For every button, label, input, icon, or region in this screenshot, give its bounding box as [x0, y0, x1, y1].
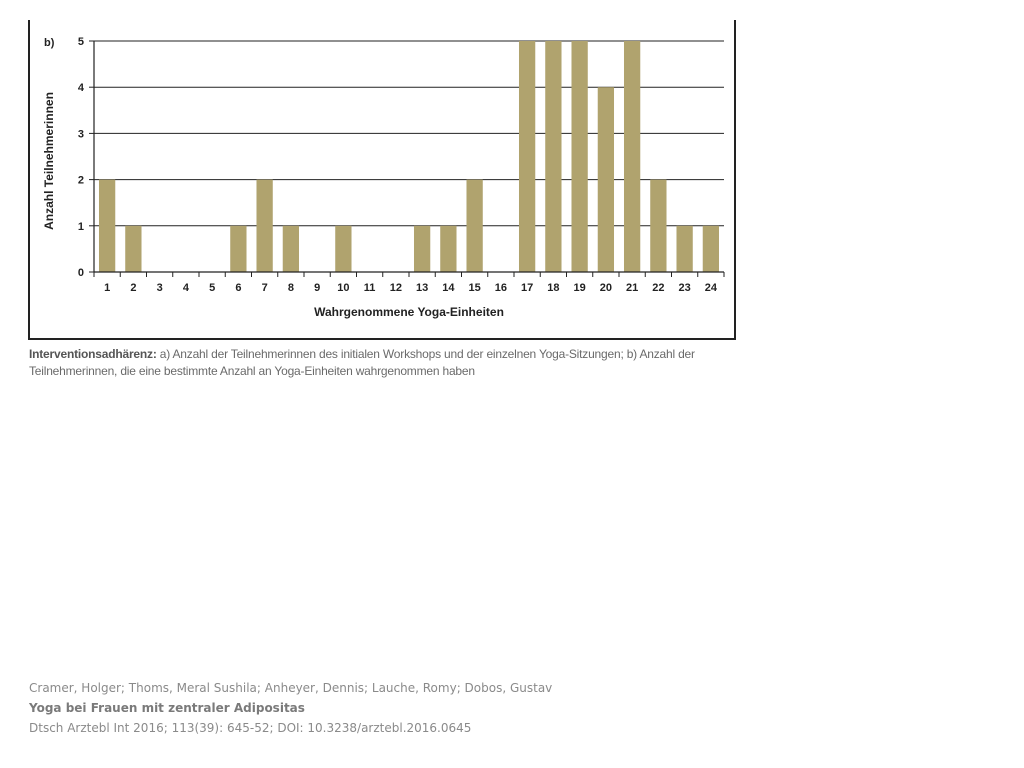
x-tick-label-1: 1 — [104, 282, 110, 294]
x-tick-label-2: 2 — [130, 282, 136, 294]
y-tick-label-5: 5 — [78, 36, 84, 48]
citation-title: Yoga bei Frauen mit zentraler Adipositas — [29, 701, 305, 715]
citation-authors: Cramer, Holger; Thoms, Meral Sushila; An… — [29, 681, 553, 695]
x-tick-label-3: 3 — [157, 282, 163, 294]
x-tick-label-23: 23 — [679, 282, 691, 294]
bar-22 — [650, 179, 667, 272]
x-tick-label-16: 16 — [495, 282, 507, 294]
bar-21 — [623, 41, 641, 272]
x-tick-label-24: 24 — [705, 282, 718, 294]
x-tick-label-6: 6 — [235, 282, 241, 294]
y-axis-label: Anzahl Teilnehmerinnen — [42, 92, 56, 230]
y-tick-label-4: 4 — [78, 82, 85, 94]
caption-text: a) Anzahl der Teilnehmerinnen des initia… — [29, 347, 695, 378]
figure-caption: Interventionsadhärenz: a) Anzahl der Tei… — [29, 346, 741, 380]
x-tick-label-8: 8 — [288, 282, 294, 294]
x-tick-label-22: 22 — [652, 282, 664, 294]
x-axis-label: Wahrgenommene Yoga-Einheiten — [314, 305, 504, 319]
x-tick-label-18: 18 — [547, 282, 559, 294]
bar-13 — [413, 225, 431, 272]
x-tick-label-14: 14 — [442, 282, 455, 294]
y-tick-label-2: 2 — [78, 175, 84, 187]
bar-10 — [335, 225, 352, 272]
bar-24 — [702, 225, 720, 272]
x-tick-label-21: 21 — [626, 282, 638, 294]
x-tick-label-9: 9 — [314, 282, 320, 294]
bar-20 — [597, 87, 615, 272]
bars-layer — [98, 41, 720, 272]
bar-1 — [98, 179, 116, 272]
bar-6 — [230, 225, 247, 272]
y-tick-label-0: 0 — [78, 267, 84, 279]
figure-frame: b) 0 1 2 3 4 5 1 2 3 4 5 6 7 8 9 10 11 12 13 14 15 16 17 18 19 20… — [28, 20, 736, 340]
bar-14 — [440, 225, 457, 272]
x-tick-label-4: 4 — [183, 282, 190, 294]
y-tick-label-3: 3 — [78, 128, 84, 140]
x-tick-label-11: 11 — [364, 282, 376, 294]
x-tick-label-7: 7 — [262, 282, 268, 294]
bar-15 — [466, 179, 483, 272]
citation: Cramer, Holger; Thoms, Meral Sushila; An… — [29, 678, 729, 738]
citation-source: Dtsch Arztebl Int 2016; 113(39): 645-52;… — [29, 721, 472, 735]
bar-19 — [571, 41, 588, 272]
bar-7 — [256, 179, 273, 272]
x-tick-label-20: 20 — [600, 282, 612, 294]
x-tick-label-19: 19 — [574, 282, 586, 294]
bar-23 — [676, 225, 693, 272]
panel-label: b) — [44, 37, 55, 49]
caption-lead: Interventionsadhärenz: — [29, 347, 157, 361]
x-tick-label-15: 15 — [469, 282, 481, 294]
y-tick-label-1: 1 — [78, 221, 84, 233]
bar-8 — [282, 225, 300, 272]
bar-2 — [125, 225, 142, 272]
x-tick-label-5: 5 — [209, 282, 215, 294]
bar-17 — [518, 41, 536, 272]
x-tick-label-10: 10 — [337, 282, 349, 294]
x-tick-label-13: 13 — [416, 282, 428, 294]
bar-18 — [545, 41, 562, 272]
x-tick-label-12: 12 — [390, 282, 402, 294]
grid-layer — [94, 40, 724, 227]
x-tick-label-17: 17 — [521, 282, 533, 294]
